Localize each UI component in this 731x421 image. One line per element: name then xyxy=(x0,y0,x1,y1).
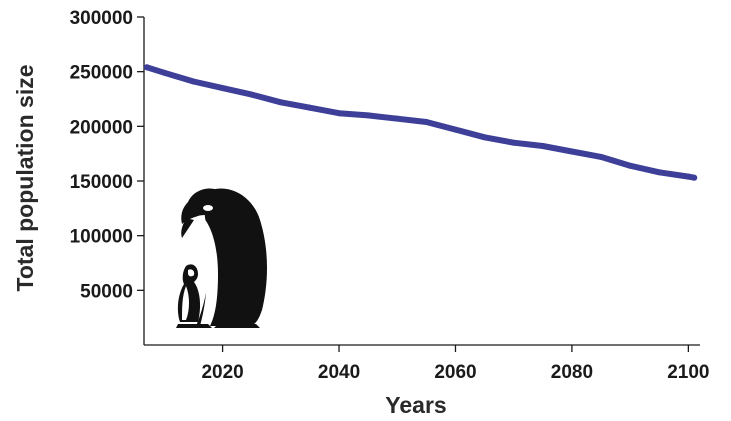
x-tick-label: 2100 xyxy=(667,362,709,383)
data-point xyxy=(685,173,692,180)
y-tick-label: 50000 xyxy=(80,281,133,302)
data-point xyxy=(452,126,459,133)
data-point xyxy=(539,143,546,150)
population-series-points xyxy=(143,64,698,181)
y-tick-label: 250000 xyxy=(70,63,133,84)
data-point xyxy=(423,118,430,125)
data-point xyxy=(277,99,284,106)
data-point xyxy=(481,134,488,141)
data-point xyxy=(656,169,663,176)
data-point xyxy=(365,112,372,119)
population-series-line xyxy=(143,64,698,181)
data-point xyxy=(143,64,150,71)
y-tick-label: 200000 xyxy=(70,117,133,138)
data-point xyxy=(394,115,401,122)
x-tick-label: 2060 xyxy=(434,362,476,383)
x-tick-label: 2020 xyxy=(201,362,243,383)
data-point xyxy=(627,162,634,169)
y-tick-label: 100000 xyxy=(70,227,133,248)
data-point xyxy=(510,139,517,146)
y-axis-ticks: 50000 100000 150000 200000 250000 300000 xyxy=(70,8,144,302)
data-point xyxy=(161,69,168,76)
x-tick-label: 2040 xyxy=(318,362,360,383)
x-tick-label: 2080 xyxy=(551,362,593,383)
data-point xyxy=(219,85,226,92)
data-point xyxy=(306,104,313,111)
y-tick-label: 300000 xyxy=(70,8,133,29)
y-axis-title: Total population size xyxy=(12,64,38,291)
data-point xyxy=(691,174,698,181)
y-tick-label: 150000 xyxy=(70,172,133,193)
data-point xyxy=(248,91,255,98)
data-point xyxy=(190,78,197,85)
data-point xyxy=(336,110,343,117)
data-point xyxy=(598,153,605,160)
x-axis-title: Years xyxy=(385,392,446,418)
emperor-penguin-with-chick-icon xyxy=(176,188,267,328)
x-axis-ticks: 2020 2040 2060 2080 2100 xyxy=(201,345,709,383)
data-point xyxy=(568,148,575,155)
